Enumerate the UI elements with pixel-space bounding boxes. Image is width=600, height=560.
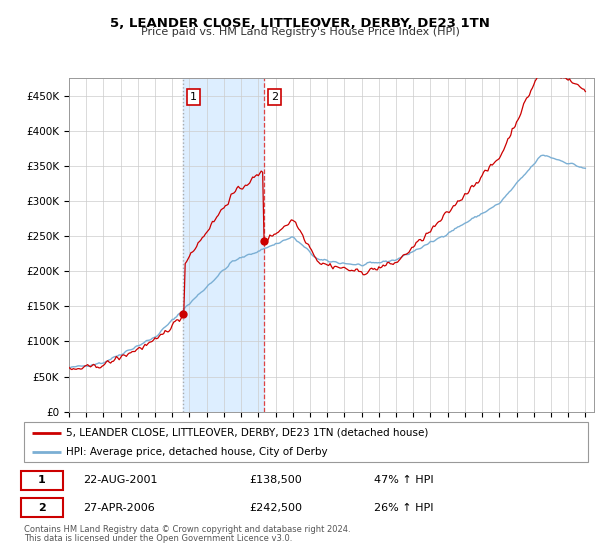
FancyBboxPatch shape [21, 498, 64, 517]
Text: Price paid vs. HM Land Registry's House Price Index (HPI): Price paid vs. HM Land Registry's House … [140, 27, 460, 37]
Text: 1: 1 [38, 475, 46, 486]
Text: 2: 2 [38, 503, 46, 513]
Text: This data is licensed under the Open Government Licence v3.0.: This data is licensed under the Open Gov… [24, 534, 292, 543]
Text: 5, LEANDER CLOSE, LITTLEOVER, DERBY, DE23 1TN: 5, LEANDER CLOSE, LITTLEOVER, DERBY, DE2… [110, 17, 490, 30]
Text: £242,500: £242,500 [250, 503, 302, 513]
Text: £138,500: £138,500 [250, 475, 302, 486]
Text: 1: 1 [190, 92, 197, 102]
Text: 47% ↑ HPI: 47% ↑ HPI [374, 475, 433, 486]
Text: HPI: Average price, detached house, City of Derby: HPI: Average price, detached house, City… [66, 447, 328, 457]
Text: 27-APR-2006: 27-APR-2006 [83, 503, 155, 513]
FancyBboxPatch shape [21, 470, 64, 490]
Text: 5, LEANDER CLOSE, LITTLEOVER, DERBY, DE23 1TN (detached house): 5, LEANDER CLOSE, LITTLEOVER, DERBY, DE2… [66, 428, 428, 437]
Bar [183, 78, 264, 412]
Text: 22-AUG-2001: 22-AUG-2001 [83, 475, 158, 486]
Text: 26% ↑ HPI: 26% ↑ HPI [374, 503, 433, 513]
Text: Contains HM Land Registry data © Crown copyright and database right 2024.: Contains HM Land Registry data © Crown c… [24, 525, 350, 534]
Text: 2: 2 [271, 92, 278, 102]
